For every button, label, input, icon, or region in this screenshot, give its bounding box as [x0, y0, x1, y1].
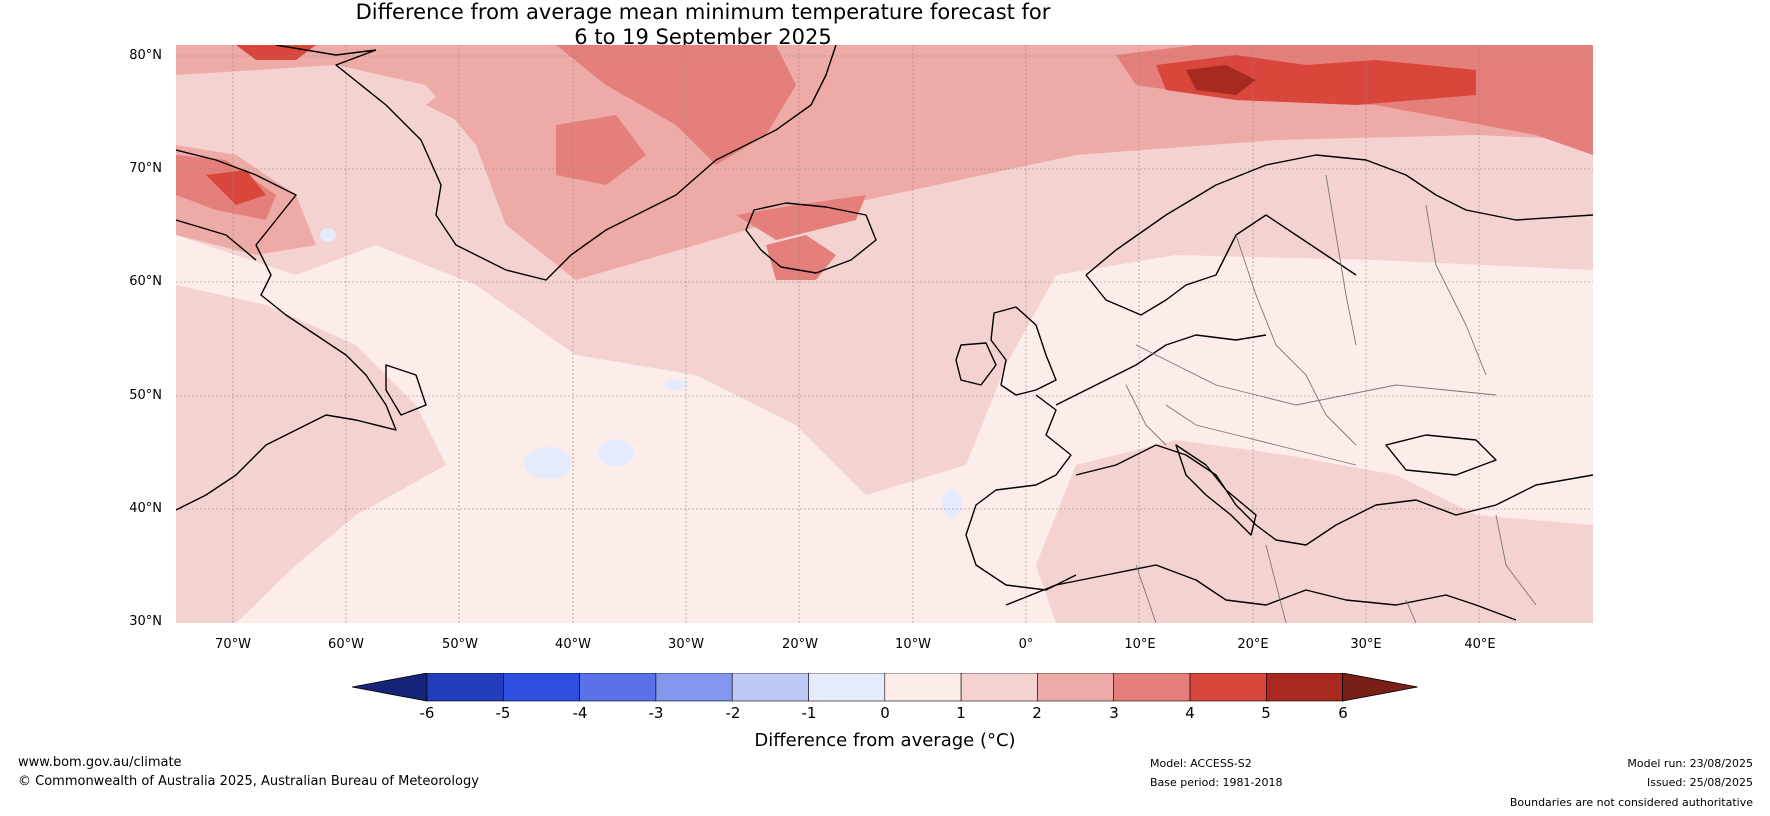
- lon-label-50w: 50°W: [442, 637, 478, 652]
- lon-label-20e: 20°E: [1237, 637, 1269, 652]
- anomaly-4-5-canada: [206, 170, 266, 205]
- colorbar-segment: [579, 673, 657, 702]
- lon-label-40e: 40°E: [1464, 637, 1496, 652]
- footer-disclaimer: Boundaries are not considered authoritat…: [1509, 796, 1753, 809]
- lon-label-30e: 30°E: [1350, 637, 1382, 652]
- lon-label-70w: 70°W: [215, 637, 251, 652]
- anomaly-1-2-south: [1036, 440, 1593, 623]
- lat-label-50n: 50°N: [129, 388, 162, 403]
- lon-label-20w: 20°W: [782, 637, 818, 652]
- colorbar-segment: [426, 673, 504, 702]
- colorbar-extend-low: [352, 673, 428, 702]
- colorbar-label: Difference from average (°C): [754, 730, 1016, 751]
- colorbar-segment: [884, 673, 962, 702]
- lat-label-70n: 70°N: [129, 161, 162, 176]
- colorbar: [352, 673, 1418, 702]
- colorbar-tick-minus6: -6: [419, 704, 435, 722]
- gridlines: [176, 45, 1593, 623]
- colorbar-tick-minus3: -3: [648, 704, 664, 722]
- anomaly-minus1-0-b: [598, 439, 634, 467]
- colorbar-tick-4: 4: [1185, 704, 1195, 722]
- chart-title: Difference from average mean minimum tem…: [0, 0, 1406, 50]
- colorbar-segment: [503, 673, 580, 702]
- colorbar-tick-minus2: -2: [725, 704, 741, 722]
- lat-label-30n: 30°N: [129, 614, 162, 629]
- colorbar-segment: [808, 673, 886, 702]
- colorbar-tick-3: 3: [1109, 704, 1119, 722]
- lon-label-10e: 10°E: [1124, 637, 1156, 652]
- colorbar-tick-6: 6: [1338, 704, 1348, 722]
- lat-label-40n: 40°N: [129, 501, 162, 516]
- footer-website: www.bom.gov.au/climate: [18, 755, 182, 770]
- colorbar-tick-minus4: -4: [572, 704, 588, 722]
- colorbar-segment: [1189, 673, 1267, 702]
- anomaly-minus1-0-d: [320, 228, 336, 242]
- lon-label-0: 0°: [1018, 637, 1034, 652]
- colorbar-extend-high: [1342, 673, 1418, 702]
- colorbar-segment: [960, 673, 1038, 702]
- footer-model-run: Model run: 23/08/2025: [1627, 757, 1753, 770]
- lat-label-60n: 60°N: [129, 274, 162, 289]
- borders: [1125, 174, 1537, 623]
- lat-label-80n: 80°N: [129, 48, 162, 63]
- footer-base-period: Base period: 1981-2018: [1150, 776, 1283, 789]
- colorbar-segment: [1265, 673, 1343, 702]
- colorbar-segment: [1037, 673, 1115, 702]
- colorbar-segment: [731, 673, 809, 702]
- lon-label-40w: 40°W: [555, 637, 591, 652]
- lon-label-60w: 60°W: [328, 637, 364, 652]
- forecast-map: [176, 45, 1593, 623]
- colorbar-tick-2: 2: [1032, 704, 1042, 722]
- colorbar-segment: [655, 673, 733, 702]
- colorbar-tick-1: 1: [956, 704, 966, 722]
- title-line-1: Difference from average mean minimum tem…: [355, 0, 1051, 24]
- anomaly-minus1-0-e: [942, 489, 962, 517]
- anomaly-5-6-svalbard: [1186, 65, 1256, 95]
- anomaly-3-4-sea: [556, 115, 646, 185]
- lon-label-30w: 30°W: [668, 637, 704, 652]
- colorbar-tick-0: 0: [880, 704, 890, 722]
- footer-copyright: © Commonwealth of Australia 2025, Austra…: [18, 774, 479, 789]
- colorbar-tick-minus1: -1: [801, 704, 817, 722]
- colorbar-tick-5: 5: [1261, 704, 1271, 722]
- anomaly-1-2-west: [176, 285, 446, 623]
- coastlines: [176, 45, 1593, 621]
- colorbar-segment: [1113, 673, 1191, 702]
- footer-model: Model: ACCESS-S2: [1150, 757, 1252, 770]
- footer-issued: Issued: 25/08/2025: [1646, 776, 1753, 789]
- anomaly-3-4-greenland: [556, 45, 796, 165]
- anomaly-minus1-0-c: [664, 379, 688, 391]
- lon-label-10w: 10°W: [895, 637, 931, 652]
- anomaly-minus1-0-a: [524, 447, 572, 479]
- anomaly-3-4-iceland: [736, 195, 866, 240]
- anomaly-3-4-iceland-2: [766, 235, 836, 280]
- colorbar-tick-minus5: -5: [495, 704, 511, 722]
